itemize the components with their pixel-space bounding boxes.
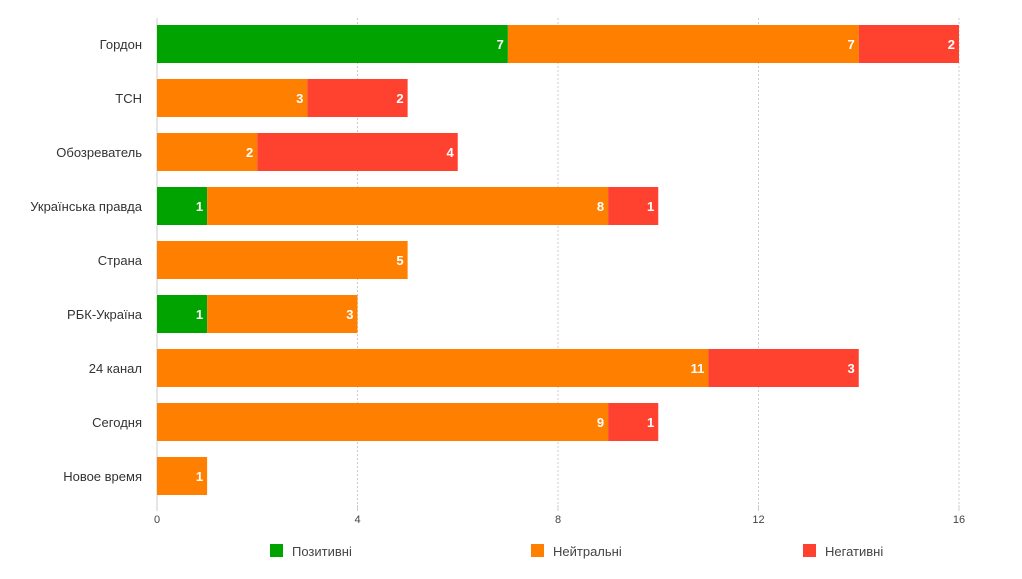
category-label: Гордон [100,37,142,52]
legend-swatch [531,544,544,557]
category-label: Українська правда [30,199,143,214]
bar-segment [507,25,859,63]
category-label: РБК-Україна [67,307,143,322]
x-tick-label: 0 [154,514,160,526]
bar-segment [157,79,308,117]
category-label: ТСН [115,91,142,106]
data-label: 9 [597,415,604,430]
bar-segment [608,187,659,225]
category-label: Новое время [63,469,142,484]
bar-segment [207,187,609,225]
data-label: 4 [447,145,455,160]
bar-segment [608,403,659,441]
x-tick-label: 4 [354,514,360,526]
x-tick-label: 12 [752,514,764,526]
bar-segment [257,133,458,171]
bar-segment [157,187,208,225]
data-label: 2 [246,145,253,160]
data-label: 2 [948,37,955,52]
data-label: 3 [848,361,855,376]
legend-label: Нейтральні [553,544,622,559]
data-label: 5 [396,253,403,268]
bar-segment [157,133,258,171]
bar-segment [157,349,709,387]
data-label: 7 [848,37,855,52]
bar-segment [307,79,408,117]
data-label: 2 [396,91,403,106]
data-label: 1 [196,469,203,484]
bar-segment [858,25,959,63]
bar-segment [157,241,408,279]
data-label: 8 [597,199,604,214]
bar-segment [708,349,859,387]
data-label: 1 [196,199,203,214]
category-label: Страна [98,253,143,268]
category-label: 24 канал [89,361,142,376]
legend-label: Негативні [825,544,883,559]
bar-segment [157,295,208,333]
data-label: 11 [691,361,705,376]
data-label: 1 [647,415,654,430]
data-label: 3 [346,307,353,322]
bar-segment [157,25,508,63]
category-label: Обозреватель [56,145,142,160]
data-label: 1 [647,199,654,214]
data-label: 3 [296,91,303,106]
legend-swatch [270,544,283,557]
data-label: 1 [196,307,203,322]
data-label: 7 [497,37,504,52]
category-label: Сегодня [92,415,142,430]
legend-swatch [803,544,816,557]
x-tick-label: 8 [555,514,561,526]
bar-segment [157,457,208,495]
legend-label: Позитивні [292,544,352,559]
x-tick-label: 16 [953,514,965,526]
bar-segment [207,295,358,333]
bar-segment [157,403,609,441]
